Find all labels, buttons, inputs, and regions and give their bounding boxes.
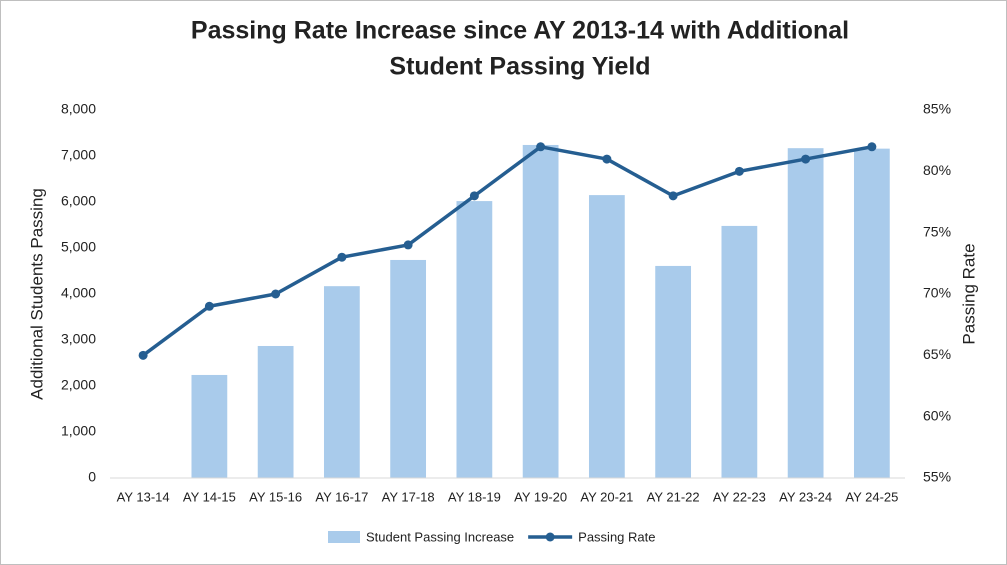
x-tick-label: AY 17-18: [382, 489, 435, 504]
bar: [323, 286, 360, 478]
bar: [588, 195, 625, 478]
line-marker: [668, 191, 678, 201]
line-marker: [469, 191, 479, 201]
y-tick-label: 5,000: [61, 239, 96, 255]
x-tick-label: AY 24-25: [845, 489, 898, 504]
bar: [787, 148, 824, 478]
y2-tick-label: 80%: [923, 162, 951, 178]
legend-swatch: [328, 531, 360, 543]
bar: [721, 225, 758, 478]
line: [142, 145, 873, 357]
bar: [456, 201, 493, 478]
x-tick-label: AY 14-15: [183, 489, 236, 504]
y-tick-label: 1,000: [61, 423, 96, 439]
legend-label: Passing Rate: [578, 529, 655, 544]
line-marker: [138, 350, 148, 360]
line-marker: [204, 301, 214, 311]
chart-title: Passing Rate Increase since AY 2013-14 w…: [191, 17, 849, 45]
legend-swatch: [545, 532, 555, 542]
y-tick-label: 3,000: [61, 331, 96, 347]
x-tick-label: AY 20-21: [580, 489, 633, 504]
y2-tick-label: 70%: [923, 285, 951, 301]
x-tick-label: AY 15-16: [249, 489, 302, 504]
line-marker: [867, 142, 877, 152]
y2-tick-label: 85%: [923, 101, 951, 117]
line-marker: [337, 252, 347, 262]
y-tick-label: 8,000: [61, 101, 96, 117]
bar: [853, 148, 890, 478]
bar: [655, 265, 692, 478]
y2-tick-label: 65%: [923, 346, 951, 362]
legend-item: Student Passing Increase: [328, 529, 514, 544]
x-tick-label: AY 18-19: [448, 489, 501, 504]
legend-label: Student Passing Increase: [366, 529, 514, 544]
bar: [257, 345, 294, 478]
bar: [390, 259, 427, 478]
bar: [191, 374, 228, 478]
legend-item: Passing Rate: [528, 529, 655, 544]
y-tick-label: 4,000: [61, 285, 96, 301]
y-tick-label: 7,000: [61, 147, 96, 163]
line-marker: [271, 289, 281, 299]
bar: [522, 144, 559, 478]
x-tick-label: AY 13-14: [117, 489, 170, 504]
y-tick-label: 2,000: [61, 377, 96, 393]
chart-title: Student Passing Yield: [389, 53, 650, 81]
y-axis-title: Additional Students Passing: [27, 188, 46, 400]
line-marker: [801, 154, 811, 164]
y2-tick-label: 55%: [923, 469, 951, 485]
y-tick-label: 0: [88, 469, 96, 485]
x-tick-label: AY 22-23: [713, 489, 766, 504]
line-marker: [602, 154, 612, 164]
line-marker: [403, 240, 413, 250]
y2-axis-title: Passing Rate: [959, 243, 978, 344]
line-marker: [734, 166, 744, 176]
y2-tick-label: 60%: [923, 407, 951, 423]
y-tick-label: 6,000: [61, 193, 96, 209]
x-tick-label: AY 21-22: [647, 489, 700, 504]
line-marker: [536, 142, 546, 152]
x-tick-label: AY 23-24: [779, 489, 832, 504]
x-tick-label: AY 19-20: [514, 489, 567, 504]
y2-tick-label: 75%: [923, 223, 951, 239]
x-tick-label: AY 16-17: [315, 489, 368, 504]
